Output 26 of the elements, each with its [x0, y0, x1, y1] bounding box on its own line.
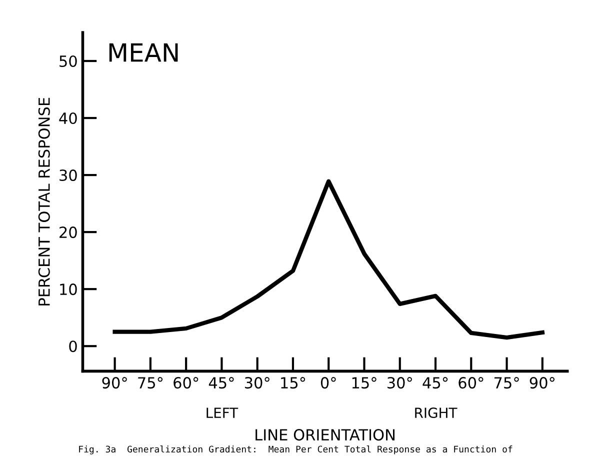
x-tick-label: 90°	[102, 377, 127, 389]
line-series	[112, 179, 544, 340]
y-tick-label: 50	[60, 55, 77, 68]
x-tick-label: 45°	[422, 377, 448, 389]
x-tick-label: 45°	[208, 377, 234, 389]
x-tick-label: 75°	[138, 377, 163, 389]
y-tick-label: 30	[60, 170, 77, 182]
x-axis-title: LINE ORIENTATION	[256, 429, 394, 441]
chart-title: MEAN	[109, 43, 178, 62]
y-tick-label: 0	[69, 340, 77, 352]
x-tick-label: 15°	[281, 377, 306, 389]
y-tick-label: 10	[60, 284, 77, 296]
text: LEFT	[206, 408, 238, 418]
x-tick-label: 0°	[320, 377, 336, 389]
x-tick-label: 60°	[458, 377, 484, 389]
y-tick-label: 20	[60, 226, 77, 238]
text: RIGHT	[415, 408, 458, 418]
x-tick-label: 30°	[388, 377, 412, 389]
x-tick-label: 60°	[174, 377, 198, 389]
y-tick-label: 40	[59, 112, 77, 124]
x-tick-label: 75°	[494, 377, 519, 389]
x-tick-label: 15°	[352, 377, 376, 389]
x-tick-label: 30°	[244, 377, 270, 389]
x-tick-label: 90°	[530, 377, 554, 389]
caption: Fig. 3a Generalization Gradient: Mean Per Cent Total Response as a Function of	[79, 445, 512, 454]
y-axis-title: PERCENT TOTAL RESPONSE	[38, 98, 50, 306]
